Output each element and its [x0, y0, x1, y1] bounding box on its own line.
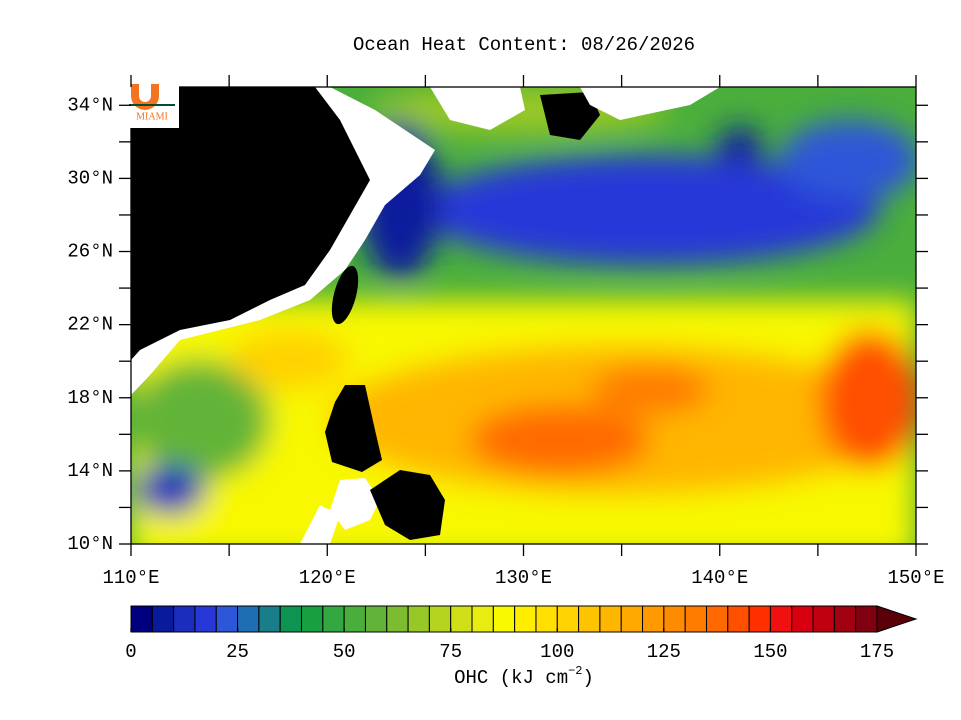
x-tick-label: 140°E	[691, 567, 748, 589]
colorbar-swatch	[151, 605, 175, 633]
logo-text: MIAMI	[136, 111, 168, 122]
label-text: OHC (kJ cm	[454, 667, 568, 689]
colorbar-tick-label: 175	[860, 641, 894, 663]
x-tick-label: 110°E	[102, 567, 159, 589]
y-tick-label: 26°N	[67, 241, 113, 263]
colorbar-tick-label: 100	[540, 641, 574, 663]
colorbar-tick-label: 25	[226, 641, 249, 663]
colorbar-tick-label: 125	[647, 641, 681, 663]
colorbar-swatch	[301, 605, 324, 633]
colorbar-swatch	[322, 605, 345, 633]
colorbar-extend	[876, 605, 918, 633]
label-end: )	[583, 667, 594, 689]
y-tick-label: 14°N	[67, 460, 113, 482]
colorbar-label: OHC (kJ cm−2)	[454, 664, 594, 689]
ohc-field	[131, 87, 916, 544]
colorbar-swatch	[556, 605, 580, 633]
colorbar-swatch	[684, 605, 707, 633]
colorbar-swatch	[642, 605, 665, 633]
colorbar-swatch	[769, 605, 793, 633]
y-tick-label: 18°N	[67, 387, 113, 409]
colorbar-tick-label: 150	[753, 641, 787, 663]
x-tick-label: 120°E	[299, 567, 356, 589]
colorbar-swatch	[705, 605, 729, 633]
colorbar-swatch	[471, 605, 494, 633]
colorbar-swatch	[833, 605, 857, 633]
colorbar-swatch	[194, 605, 217, 633]
y-tick-label: 34°N	[67, 94, 113, 116]
y-tick-label: 22°N	[67, 314, 113, 336]
colorbar-swatch	[258, 605, 281, 633]
colorbar-swatch	[173, 605, 196, 633]
colorbar-swatch	[791, 605, 814, 633]
colorbar-swatch	[514, 605, 537, 633]
colorbar-swatch	[727, 605, 750, 633]
colorbar-swatch	[215, 605, 239, 633]
colorbar-swatch	[237, 605, 260, 633]
colorbar-swatch	[663, 605, 686, 633]
colorbar-swatch	[812, 605, 835, 633]
logo: MIAMI	[125, 78, 179, 128]
colorbar-swatch	[130, 605, 153, 633]
colorbar-swatch	[279, 605, 303, 633]
colorbar-swatch	[748, 605, 771, 633]
colorbar-swatch	[535, 605, 558, 633]
colorbar-tick-label: 75	[439, 641, 462, 663]
colorbar-swatch	[492, 605, 516, 633]
title: Ocean Heat Content: 08/26/2026	[353, 34, 695, 56]
colorbar-swatch	[364, 605, 388, 633]
colorbar-swatch	[428, 605, 452, 633]
colorbar-tick-label: 50	[333, 641, 356, 663]
x-tick-label: 150°E	[887, 567, 944, 589]
x-tick-label: 130°E	[495, 567, 552, 589]
colorbar-tick-label: 0	[125, 641, 136, 663]
y-tick-label: 30°N	[67, 167, 113, 189]
y-tick-label: 10°N	[67, 533, 113, 555]
colorbar-swatch	[620, 605, 644, 633]
colorbar-swatch	[578, 605, 601, 633]
colorbar-swatch	[599, 605, 622, 633]
colorbar-swatch	[343, 605, 366, 633]
colorbar-swatch	[407, 605, 430, 633]
colorbar-swatch	[450, 605, 473, 633]
label-sup: −2	[568, 664, 582, 678]
colorbar-swatch	[386, 605, 409, 633]
colorbar-swatch	[855, 605, 878, 633]
